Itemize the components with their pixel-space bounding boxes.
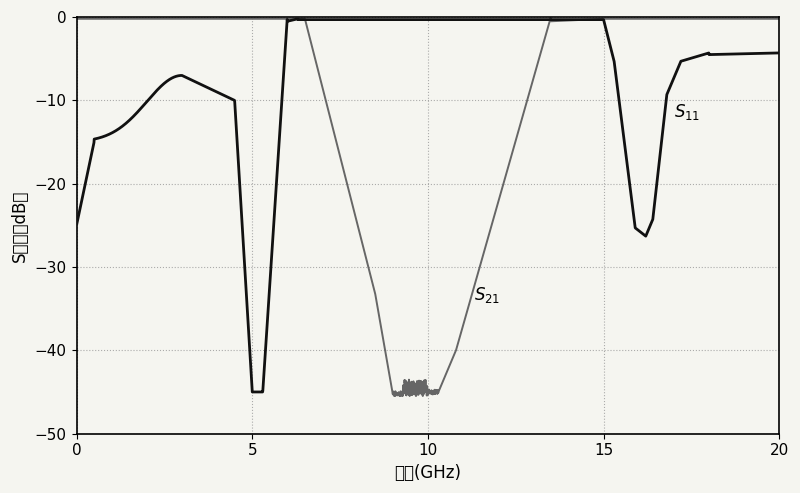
Text: $S_{21}$: $S_{21}$ <box>474 285 500 305</box>
Text: $S_{11}$: $S_{11}$ <box>674 102 700 122</box>
Y-axis label: S参数（dB）: S参数（dB） <box>11 189 29 262</box>
X-axis label: 频率(GHz): 频率(GHz) <box>394 464 462 482</box>
